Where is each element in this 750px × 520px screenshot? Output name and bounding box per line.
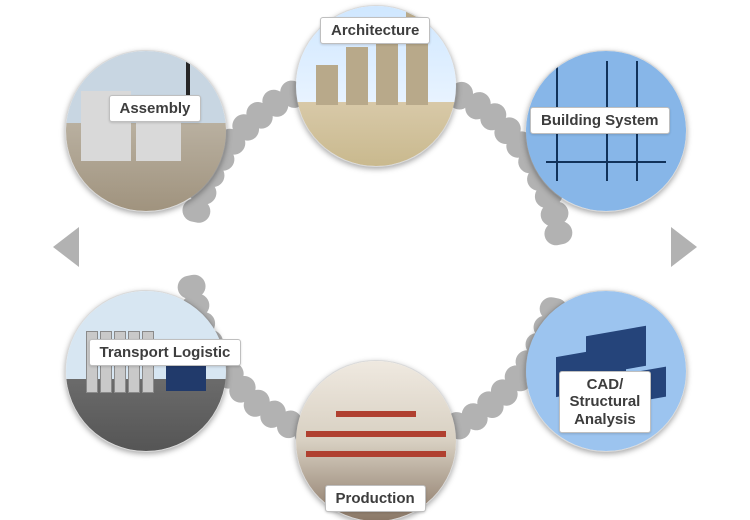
label-assembly: Assembly	[109, 95, 202, 122]
label-building-system: Building System	[530, 107, 670, 134]
label-architecture: Architecture	[320, 17, 430, 44]
ring-arrow-left	[53, 227, 79, 267]
cycle-diagram: Architecture Building System CAD/ Structur…	[0, 0, 750, 520]
label-cad: CAD/ Structural Analysis	[559, 371, 652, 433]
label-transport: Transport Logistic	[89, 339, 242, 366]
node-assembly	[65, 50, 227, 212]
node-transport	[65, 290, 227, 452]
label-production: Production	[325, 485, 426, 512]
ring-arrow-right	[671, 227, 697, 267]
